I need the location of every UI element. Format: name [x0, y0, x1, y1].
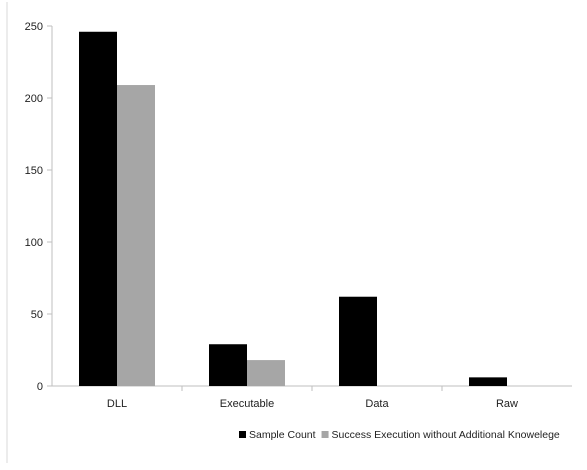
legend-swatch-series-2	[321, 431, 329, 438]
y-tick-label: 150	[25, 165, 43, 177]
legend-swatch-series-1	[239, 431, 246, 438]
y-axis-ticks: 0 50 100 150 200 250	[25, 21, 52, 393]
x-axis-ticks: DLL Executable Data Raw	[107, 386, 518, 410]
legend-label-series-2: Success Execution without Additional Kno…	[332, 429, 560, 441]
bar-dll-series-2	[117, 85, 155, 386]
y-tick-label: 250	[25, 21, 43, 33]
y-tick-label: 0	[37, 381, 43, 393]
x-tick-label: DLL	[107, 398, 127, 410]
bar-executable-series-1	[209, 344, 247, 386]
bars-group	[79, 31, 507, 386]
x-tick-label: Executable	[220, 398, 274, 410]
x-tick-label: Raw	[496, 398, 518, 410]
bar-data-series-1	[339, 296, 377, 386]
legend-label-series-1: Sample Count	[249, 429, 316, 441]
legend: Sample Count Success Execution without Ad…	[239, 429, 560, 441]
y-tick-label: 100	[25, 237, 43, 249]
bar-dll-series-1	[79, 31, 117, 386]
y-tick-label: 200	[25, 93, 43, 105]
bar-executable-series-2	[247, 360, 285, 386]
x-tick-label: Data	[365, 398, 389, 410]
bar-raw-series-1	[469, 377, 507, 386]
y-tick-label: 50	[31, 309, 43, 321]
